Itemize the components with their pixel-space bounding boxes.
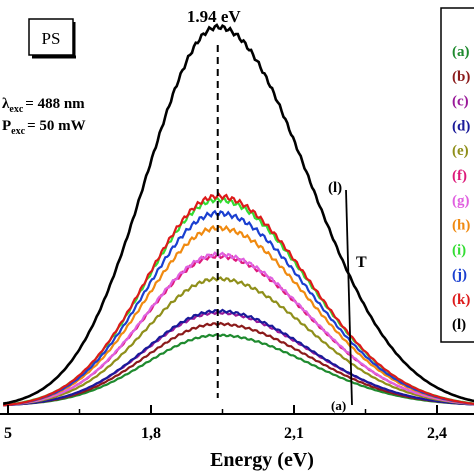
legend-entry-i: (i) xyxy=(452,242,466,258)
series-line-i xyxy=(3,195,474,407)
legend-box xyxy=(440,7,474,343)
legend-entry-j: (j) xyxy=(452,267,467,283)
legend-entry-h: (h) xyxy=(452,218,470,234)
sample-box xyxy=(28,18,74,56)
excitation-power: Pexc = 50 mW xyxy=(2,118,86,137)
legend-entry-e: (e) xyxy=(452,143,469,159)
legend-entry-k: (k) xyxy=(452,292,470,308)
series-curves xyxy=(2,23,474,407)
x-axis-ticks: 5 1,8 2,1 2,4 xyxy=(4,405,447,442)
series-line-e xyxy=(3,276,474,407)
sample-label: PS xyxy=(42,29,61,48)
legend-entry-b: (b) xyxy=(452,69,470,85)
x-tick-label: 2,4 xyxy=(427,425,447,442)
series-line-j xyxy=(3,209,474,407)
curve-a-label: (a) xyxy=(331,398,346,413)
excitation-wavelength: λexc = 488 nm xyxy=(2,96,85,115)
series-line-g xyxy=(3,251,474,407)
legend: (a) (b) (c) (d) (e) (f) (g) (h) (i) (j) (k) (l) xyxy=(452,44,470,333)
arrow-label: T xyxy=(356,254,367,271)
series-line-l xyxy=(2,23,474,405)
series-line-d xyxy=(3,308,474,407)
x-tick-label: 5 xyxy=(4,425,12,442)
peak-label: 1.94 eV xyxy=(187,7,242,26)
x-tick-label: 2,1 xyxy=(284,425,304,442)
legend-entry-d: (d) xyxy=(452,118,470,134)
legend-entry-f: (f) xyxy=(452,168,467,184)
legend-entry-c: (c) xyxy=(452,94,469,110)
x-axis-title: Energy (eV) xyxy=(210,449,314,471)
legend-entry-a: (a) xyxy=(452,44,470,60)
series-line-k xyxy=(3,192,474,407)
legend-entry-g: (g) xyxy=(452,193,470,209)
x-tick-label: 1,8 xyxy=(141,425,161,442)
curve-l-label: (l) xyxy=(328,180,342,196)
temperature-arrow xyxy=(345,189,353,406)
legend-entry-l: (l) xyxy=(452,317,466,333)
